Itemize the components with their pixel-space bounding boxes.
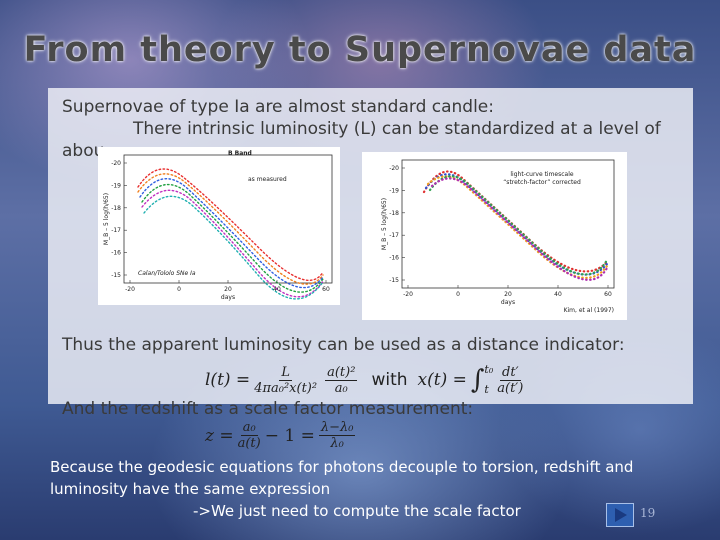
y-tick-label: -19 (111, 182, 121, 189)
y-tick-label: -15 (389, 277, 399, 284)
y-tick-label: -20 (111, 160, 121, 167)
numerator: a₀ (240, 420, 258, 436)
y-axis-label: M_B – 5 log(h/65) (381, 198, 388, 250)
upper-limit: t₀ (484, 363, 494, 376)
fraction: L 4πa₀²x(t)² (254, 365, 317, 396)
bullet-sub: abou (62, 141, 105, 161)
eq-text: with (371, 370, 408, 390)
y-tick-label: -18 (111, 205, 121, 212)
y-tick-label: -16 (111, 250, 121, 257)
x-tick-label: 60 (604, 291, 612, 298)
y-tick-label: -15 (111, 272, 121, 279)
figure: -20 -19 -18 -17 -16 -15 -20 0 20 40 60 days M_B – 5 … (98, 147, 340, 305)
x-tick-label: 40 (273, 286, 281, 293)
denominator: a(t) (237, 436, 261, 451)
footer-text: Because the geodesic equations for photo… (50, 458, 634, 476)
denominator: λ₀ (330, 436, 344, 451)
curves (137, 168, 324, 300)
y-tick-label: -16 (389, 255, 399, 262)
bullet: And the redshift as a scale factor measu… (62, 399, 474, 419)
fraction: a(t)² a₀ (325, 364, 358, 396)
plot-caption: Calan/Tololo SNe Ia (138, 270, 196, 277)
light-curve-plot: -20 -19 -18 -17 -16 -15 -20 0 20 40 60 days M_B – 5 … (381, 159, 615, 314)
x-axis-label: days (221, 294, 235, 301)
y-tick-label: -20 (389, 165, 399, 172)
eq-text: x(t) = (417, 370, 467, 390)
light-curve-plot: -20 -19 -18 -17 -16 -15 -20 0 20 40 60 days M_B – 5 … (103, 150, 333, 301)
denominator: a(t′) (497, 380, 524, 396)
denominator: 4πa₀²x(t)² (254, 380, 318, 396)
equation: z = a₀ a(t) − 1 = λ−λ₀ λ₀ (205, 420, 359, 451)
plot-legend: light-curve timescale (510, 171, 574, 178)
fraction: dt′ a(t′) (497, 365, 523, 396)
fraction: λ−λ₀ λ₀ (318, 420, 356, 451)
page-number: 19 (640, 506, 656, 520)
denominator: a₀ (334, 380, 348, 396)
eq-text: l(t) = (205, 370, 251, 390)
limits: t₀ t (484, 360, 493, 400)
figure: -20 -19 -18 -17 -16 -15 -20 0 20 40 60 days M_B – 5 … (362, 152, 627, 320)
eq-text: z = (205, 425, 234, 446)
slide-title: From theory to Supernovae data (23, 30, 697, 70)
plot-title: B Band (228, 150, 252, 157)
plot-legend: as measured (248, 176, 287, 183)
curves (422, 170, 609, 281)
x-tick-label: 20 (224, 286, 232, 293)
y-axis-label: M_B – 5 log(h/65) (103, 193, 110, 245)
equation: l(t) = L 4πa₀²x(t)² a(t)² a₀ with x(t) = ∫… (205, 360, 527, 400)
numerator: λ−λ₀ (318, 420, 356, 436)
bullet: Thus the apparent luminosity can be used… (62, 335, 625, 355)
next-button[interactable] (606, 503, 634, 527)
next-icon (615, 508, 627, 522)
x-tick-label: 20 (504, 291, 512, 298)
footer-text: luminosity have the same expression (50, 480, 331, 498)
x-tick-label: 0 (177, 286, 181, 293)
x-tick-label: 40 (554, 291, 562, 298)
x-axis-label: days (501, 299, 515, 306)
numerator: L (279, 364, 292, 381)
plot-legend: “stretch-factor” corrected (503, 179, 581, 186)
x-tick-label: -20 (125, 286, 135, 293)
fraction: a₀ a(t) (238, 420, 261, 451)
footer-text: ->We just need to compute the scale fact… (193, 502, 521, 520)
y-tick-label: -17 (389, 232, 399, 239)
numerator: a(t)² (325, 364, 358, 381)
y-tick-label: -17 (111, 227, 121, 234)
x-tick-label: 0 (456, 291, 460, 298)
x-tick-label: 60 (322, 286, 330, 293)
y-tick-label: -19 (389, 187, 399, 194)
lower-limit: t (484, 383, 489, 396)
plot-caption: Kim, et al (1997) (564, 307, 614, 314)
arrow (615, 508, 627, 522)
eq-text: − 1 = (264, 425, 315, 446)
numerator: dt′ (500, 364, 521, 381)
bullet-sub: There intrinsic luminosity (L) can be st… (133, 119, 661, 139)
bullet: Supernovae of type Ia are almost standar… (62, 97, 494, 117)
integral: ∫ (470, 365, 485, 395)
plot-frame (123, 154, 333, 284)
x-tick-label: -20 (403, 291, 413, 298)
y-tick-label: -18 (389, 210, 399, 217)
